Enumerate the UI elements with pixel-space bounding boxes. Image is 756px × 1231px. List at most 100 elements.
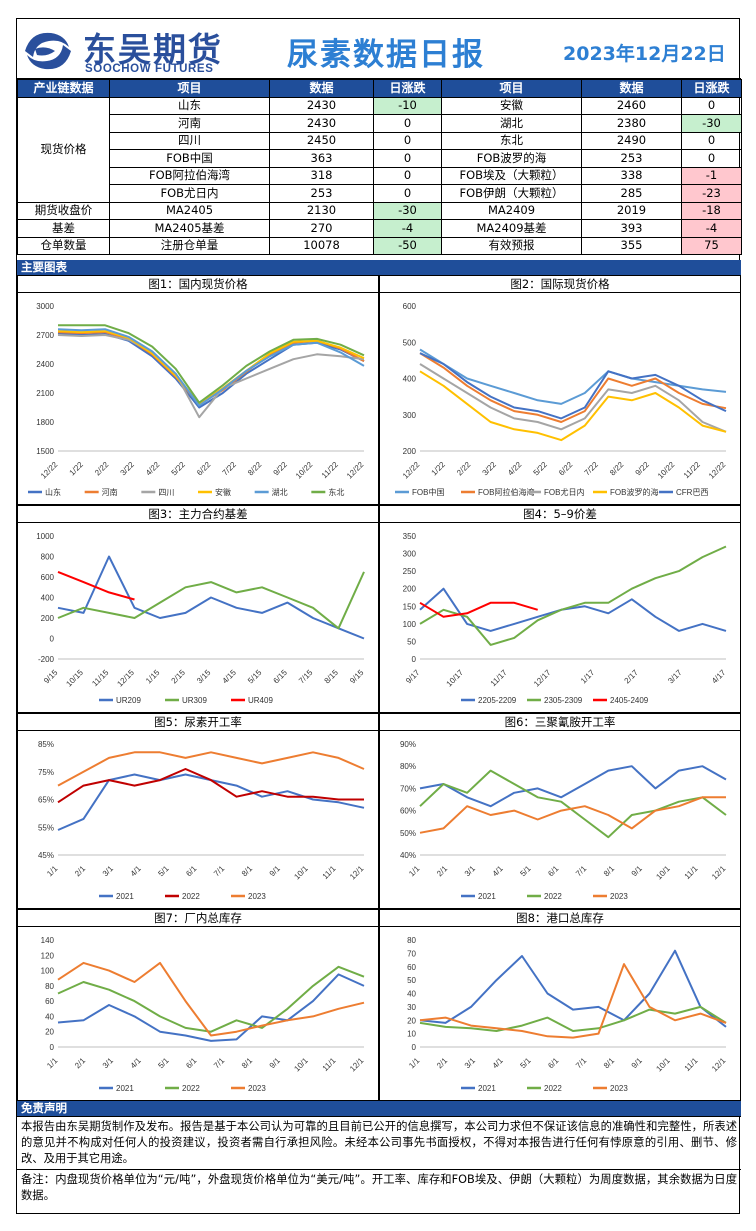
y-tick-label: 800 xyxy=(41,553,55,562)
x-tick-label: 5/22 xyxy=(170,460,188,478)
legend-label: FOB中国 xyxy=(412,487,444,497)
chart-svg: 200 300 400 500 600 12/22 1/22 2/22 3/22 4/22 5/22… xyxy=(395,302,728,497)
y-tick-label: 120 xyxy=(41,951,55,960)
report-title: 尿素数据日报 xyxy=(287,37,485,73)
item-value: 318 xyxy=(269,166,374,185)
chart-panel-c5: 图5：尿素开工率 45% 55% 65% 75% 85% 1/1 2/1 3/1 4/1 5/1 6/… xyxy=(17,713,379,909)
y-tick-label: -200 xyxy=(38,655,55,664)
item-value: 338 xyxy=(581,166,682,185)
series-line-FOB中国 xyxy=(419,348,727,405)
item-change: 0 xyxy=(681,131,742,150)
y-tick-label: 250 xyxy=(403,567,417,576)
x-tick-label: 11/17 xyxy=(489,668,509,688)
row-group-label: 基差 xyxy=(17,219,110,238)
legend-label: 2022 xyxy=(182,892,200,901)
y-tick-label: 0 xyxy=(412,655,417,664)
series-line-2021 xyxy=(419,765,727,808)
chart-title: 图4：5–9价差 xyxy=(380,506,740,523)
series-line-FOB波罗的海 xyxy=(419,370,727,442)
series-line-2022 xyxy=(57,768,364,804)
x-tick-label: 3/1 xyxy=(101,1056,116,1071)
x-tick-label: 2/1 xyxy=(435,864,450,879)
column-header: 日涨跌 xyxy=(681,79,742,98)
y-tick-label: 65% xyxy=(38,796,54,805)
x-tick-label: 8/22 xyxy=(608,460,626,478)
y-tick-label: 140 xyxy=(41,936,55,945)
x-tick-label: 2/1 xyxy=(73,1056,88,1071)
x-tick-label: 10/1 xyxy=(292,1056,310,1074)
x-tick-label: 9/15 xyxy=(42,668,60,686)
chart-panel-c3: 图3：主力合约基差 -200 0 200 400 600 800 1000 9/15 10/15 1… xyxy=(17,505,379,713)
x-tick-label: 4/15 xyxy=(221,668,239,686)
y-tick-label: 600 xyxy=(41,573,55,582)
legend-label: 2022 xyxy=(544,1084,562,1093)
x-tick-label: 6/1 xyxy=(184,864,199,879)
x-tick-label: 12/1 xyxy=(348,864,366,882)
item-name: FOB波罗的海 xyxy=(441,149,582,168)
column-header: 日涨跌 xyxy=(373,79,442,98)
x-tick-label: 7/1 xyxy=(212,1056,227,1071)
item-value: 253 xyxy=(269,184,374,203)
table-header-row: 产业链数据 项目 数据 日涨跌 项目 数据 日涨跌 xyxy=(17,79,742,98)
y-tick-label: 100 xyxy=(403,620,417,629)
chart-title: 图3：主力合约基差 xyxy=(18,506,378,523)
y-tick-label: 80 xyxy=(407,936,416,945)
x-tick-label: 12/1 xyxy=(710,864,728,882)
x-tick-label: 1/1 xyxy=(407,1056,422,1071)
x-tick-label: 9/1 xyxy=(630,1056,645,1071)
report-page: 东吴期货 SOOCHOW FUTURES 尿素数据日报 2023年12月22日 … xyxy=(16,18,742,1214)
y-tick-label: 1800 xyxy=(36,418,54,427)
item-value: 393 xyxy=(581,219,682,238)
chart-panel-c6: 图6：三聚氰胺开工率 40% 50% 60% 70% 80% 90% 1/1 2/1 3/1 4/1… xyxy=(379,713,741,909)
table-row: 现货价格 山东 2430 -10 安徽 2460 0 xyxy=(17,96,742,203)
legend-label: UR409 xyxy=(248,696,273,705)
x-tick-label: 10/22 xyxy=(656,460,677,481)
x-tick-label: 8/1 xyxy=(240,1056,255,1071)
x-tick-label: 12/1 xyxy=(348,1056,366,1074)
series-line-2023 xyxy=(57,751,365,787)
x-tick-label: 1/15 xyxy=(144,668,162,686)
chart-svg: 40% 50% 60% 70% 80% 90% 1/1 2/1 3/1 4/1 5/1 6/1 7/1 8… xyxy=(400,740,728,901)
item-value: 2460 xyxy=(581,96,682,115)
x-tick-label: 11/22 xyxy=(682,460,702,480)
chart-title: 图8：港口总库存 xyxy=(380,910,740,927)
y-tick-label: 90% xyxy=(400,740,416,749)
legend-label: 2205-2209 xyxy=(478,696,517,705)
y-tick-label: 20 xyxy=(45,1028,54,1037)
y-tick-label: 70 xyxy=(407,949,416,958)
item-change: 0 xyxy=(681,96,742,115)
x-tick-label: 11/1 xyxy=(683,864,700,881)
x-tick-label: 11/22 xyxy=(320,460,340,480)
x-tick-label: 3/22 xyxy=(481,460,499,478)
item-change: -4 xyxy=(681,219,742,238)
item-change: -18 xyxy=(681,201,742,220)
legend-label: 四川 xyxy=(158,488,174,497)
y-tick-label: 3000 xyxy=(36,302,54,311)
y-tick-label: 30 xyxy=(407,1003,416,1012)
x-tick-label: 9/22 xyxy=(634,460,652,478)
series-line-FOB阿拉伯海湾 xyxy=(419,352,727,423)
x-tick-label: 2/22 xyxy=(93,460,111,478)
x-tick-label: 5/15 xyxy=(246,668,264,686)
x-tick-label: 2/22 xyxy=(455,460,473,478)
series-line-东北 xyxy=(58,324,365,404)
x-tick-label: 6/1 xyxy=(546,864,561,879)
x-tick-label: 3/1 xyxy=(463,1056,478,1071)
y-tick-label: 40 xyxy=(45,1012,54,1021)
x-tick-label: 5/1 xyxy=(156,864,171,879)
item-name: MA2405基差 xyxy=(109,219,270,238)
disclaimer-banner: 免责声明 xyxy=(17,1101,741,1116)
x-tick-label: 12/17 xyxy=(532,668,553,689)
x-tick-label: 1/22 xyxy=(68,460,86,478)
soochow-logo-icon xyxy=(25,32,71,70)
item-change: -23 xyxy=(681,184,742,203)
row-group-label: 期货收盘价 xyxy=(17,201,110,220)
item-value: 270 xyxy=(269,219,374,238)
item-value: 285 xyxy=(581,184,682,203)
item-value: 2130 xyxy=(269,201,374,220)
y-tick-label: 50 xyxy=(407,637,416,646)
y-tick-label: 400 xyxy=(403,375,417,384)
y-tick-label: 0 xyxy=(50,635,55,644)
item-change: -30 xyxy=(373,201,442,220)
y-tick-label: 45% xyxy=(38,851,54,860)
